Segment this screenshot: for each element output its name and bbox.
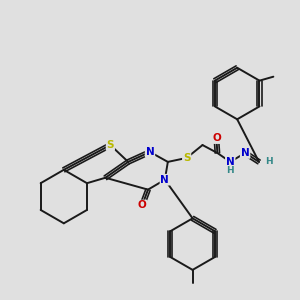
Text: S: S [183,153,190,163]
Text: N: N [160,175,169,185]
Text: N: N [226,157,235,167]
Text: H: H [226,166,234,175]
Text: N: N [146,147,154,157]
Text: O: O [138,200,146,211]
Text: O: O [212,133,221,143]
Text: N: N [241,148,250,158]
Text: S: S [106,140,114,150]
Text: H: H [265,158,273,166]
